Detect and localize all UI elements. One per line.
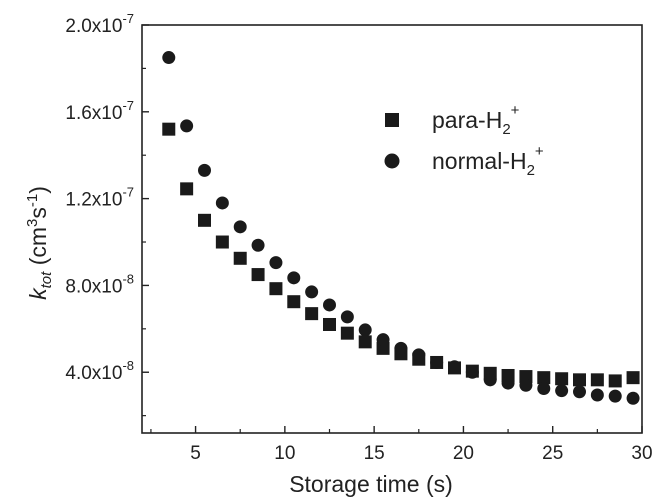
data-point-para [358,335,372,349]
data-point-para [162,122,176,136]
legend-label-normal-sub: 2 [527,162,535,179]
data-point-normal [180,119,194,133]
data-point-normal [251,238,265,252]
data-point-normal [430,355,444,369]
data-point-para [626,371,640,385]
data-point-normal [340,310,354,324]
y-tick-label: 1.6x10-7 [65,98,134,124]
plot-area [141,24,643,434]
data-point-para [340,326,354,340]
x-tick-label: 25 [542,443,563,464]
y-axis-title-unit-close: ) [25,186,51,194]
data-point-para [215,235,229,249]
y-axis-title-subscript: tot [38,271,55,289]
data-point-normal [376,333,390,347]
y-tick-label-mantissa: 1.6x10 [65,103,122,124]
legend-label-para-sup: + [511,102,520,119]
y-tick-label-mantissa: 1.2x10 [65,190,122,211]
data-point-normal [626,391,640,405]
data-point-normal [305,285,319,299]
y-axis: 4.0x10-88.0x10-81.2x10-71.6x10-72.0x10-7 [65,11,149,417]
data-points [162,51,640,405]
data-point-normal [233,220,247,234]
x-tick-label: 5 [190,443,201,464]
y-axis-title: ktot (cm3s-1) [24,186,55,300]
x-axis-title: Storage time (s) [289,471,453,497]
x-tick-label: 30 [631,443,652,464]
y-axis-title-unit-open: (cm [25,227,51,272]
data-point-normal [215,196,229,210]
data-point-para [269,282,283,296]
y-tick-label-mantissa: 4.0x10 [65,363,122,384]
data-point-normal [394,341,408,355]
y-tick-label: 2.0x10-7 [65,11,134,37]
y-axis-title-unit-exp1: 3 [24,219,41,227]
data-point-normal [590,388,604,402]
data-point-normal [162,51,176,65]
data-point-normal [198,163,211,177]
data-point-para [180,182,194,196]
legend-label-normal-prefix: normal-H [432,148,527,174]
legend-label-para-prefix: para-H [432,107,502,133]
y-tick-label: 8.0x10-8 [65,271,134,297]
data-point-normal [501,376,515,390]
data-point-para [198,213,211,227]
data-point-normal [412,348,426,362]
legend-marker-circle [384,153,400,169]
y-axis-title-unit-s: s [25,207,51,219]
data-point-normal [608,389,622,403]
data-point-normal [519,378,533,392]
data-point-normal [358,323,372,337]
data-point-normal [323,298,336,312]
x-axis: 5 10 15 20 25 30 [150,426,653,464]
data-point-normal [287,271,301,285]
y-tick-label-exponent: -7 [122,98,134,113]
y-tick-label-mantissa: 2.0x10 [65,16,122,37]
y-axis-title-symbol: k [25,287,51,300]
data-point-normal [448,360,461,374]
legend-label-normal: normal-H2+ [432,143,544,179]
y-tick-label-exponent: -7 [122,11,134,26]
data-point-normal [555,384,569,398]
y-tick-label: 4.0x10-8 [65,358,134,384]
data-point-normal [465,365,479,379]
legend: para-H2+ normal-H2+ [384,102,544,179]
data-point-normal [269,256,283,270]
y-axis-title-unit-exp2: -1 [24,194,41,207]
data-point-para [555,372,569,386]
data-point-normal [573,385,586,399]
y-tick-label-exponent: -8 [122,358,134,373]
data-point-para [608,374,622,388]
data-point-normal [483,373,497,387]
legend-label-para-sub: 2 [502,121,510,138]
legend-label-normal-sup: + [535,143,544,160]
plot-border [141,24,643,434]
y-tick-label-exponent: -7 [122,185,134,200]
x-tick-label: 15 [364,443,385,464]
legend-label-para: para-H2+ [432,102,520,138]
y-tick-label-exponent: -8 [122,271,134,286]
data-point-para [233,251,247,265]
data-point-para [323,317,336,331]
x-tick-label: 10 [274,443,295,464]
x-tick-label: 20 [453,443,474,464]
data-point-para [305,307,319,321]
data-point-para [590,373,604,387]
data-point-para [573,373,586,387]
y-tick-label: 1.2x10-7 [65,185,134,211]
data-point-normal [537,382,551,396]
y-tick-label-mantissa: 8.0x10 [65,276,122,297]
data-point-para [287,295,301,309]
data-point-para [251,268,265,282]
legend-marker-square [385,113,399,127]
data-point-para [537,371,551,385]
